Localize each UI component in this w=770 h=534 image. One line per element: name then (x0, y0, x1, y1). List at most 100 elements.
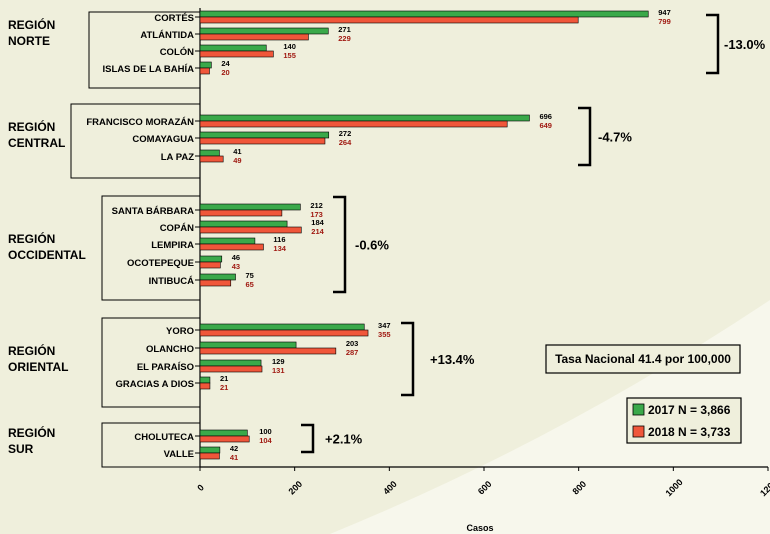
bars (199, 10, 649, 460)
bar-2017 (199, 44, 267, 52)
category-label: LA PAZ (161, 152, 194, 163)
bar-2017 (199, 114, 530, 122)
bar-2018 (199, 226, 302, 234)
category-label: INTIBUCÁ (149, 276, 195, 287)
value-label-2018: 173 (310, 210, 323, 219)
value-label-2017: 212 (310, 201, 323, 210)
rate-annotation: Tasa Nacional 41.4 por 100,000 (555, 352, 731, 366)
value-label-2018: 41 (230, 453, 238, 462)
value-label-2017: 947 (658, 8, 671, 17)
value-label-2017: 184 (311, 218, 324, 227)
category-label: GRACIAS A DIOS (116, 379, 194, 390)
value-label-2018: 799 (658, 17, 671, 26)
value-label-2018: 264 (339, 138, 352, 147)
value-label-2017: 272 (339, 129, 352, 138)
bar-2018 (199, 279, 232, 287)
category-label: SANTA BÁRBARA (112, 206, 194, 217)
bar-2017 (199, 237, 256, 245)
category-label: CORTÉS (154, 13, 194, 24)
bar-2017 (199, 323, 365, 331)
region-box (101, 422, 201, 468)
value-label-2018: 49 (233, 156, 241, 165)
category-label: COMAYAGUA (132, 134, 194, 145)
bar-2017 (199, 149, 220, 157)
bar-2018 (199, 209, 283, 217)
change-label: -0.6% (355, 238, 389, 253)
value-label-2018: 287 (346, 348, 359, 357)
bar-2017 (199, 273, 236, 281)
category-label: OLANCHO (146, 344, 194, 355)
change-bracket (706, 13, 720, 75)
change-bracket (401, 321, 415, 397)
legend-label-2018: 2018 N = 3,733 (648, 425, 731, 439)
bar-2018 (199, 137, 326, 145)
value-label-2018: 134 (273, 244, 286, 253)
category-label: COPÁN (160, 223, 194, 234)
rate-annotation-box: Tasa Nacional 41.4 por 100,000 (545, 344, 741, 374)
bar-2017 (199, 10, 649, 18)
value-label-2018: 155 (283, 51, 296, 60)
value-label-2017: 46 (232, 253, 240, 262)
category-label: COLÓN (160, 46, 194, 58)
change-label: +13.4% (430, 352, 475, 367)
bar-2018 (199, 452, 220, 460)
value-label-2017: 100 (259, 427, 272, 436)
change-bracket (333, 195, 347, 294)
change-label: +2.1% (325, 432, 363, 447)
value-label-2017: 203 (346, 339, 359, 348)
category-label: OCOTEPEQUE (127, 258, 194, 269)
bar-2017 (199, 203, 301, 211)
bar-2017 (199, 376, 211, 384)
value-label-2017: 696 (539, 112, 552, 121)
bar-2018 (199, 155, 224, 163)
bar-2018 (199, 50, 274, 58)
value-label-2018: 65 (246, 280, 254, 289)
x-axis-label: Casos (466, 523, 493, 533)
value-label-2018: 355 (378, 330, 391, 339)
bar-2018 (199, 16, 579, 24)
bar-2017 (199, 61, 212, 69)
value-label-2017: 41 (233, 147, 241, 156)
category-label: LEMPIRA (151, 240, 194, 251)
change-bracket (578, 106, 592, 167)
x-tick-label: 200 (287, 479, 305, 497)
category-label: EL PARAÍSO (137, 362, 194, 373)
value-label-2018: 104 (259, 436, 272, 445)
value-label-2017: 140 (283, 42, 296, 51)
value-label-2017: 42 (230, 444, 238, 453)
x-tick-label: 1200 (758, 477, 770, 498)
bar-2017 (199, 255, 223, 263)
value-label-2017: 21 (220, 374, 228, 383)
bar-2018 (199, 261, 221, 269)
value-label-2017: 129 (272, 357, 285, 366)
value-label-2018: 214 (311, 227, 324, 236)
bar-2018 (199, 435, 250, 443)
value-label-2018: 649 (539, 121, 552, 130)
value-label-2017: 271 (338, 25, 351, 34)
bar-2018 (199, 365, 263, 373)
bar-2018 (199, 120, 508, 128)
value-label-2018: 229 (338, 34, 351, 43)
bar-2018 (199, 67, 210, 75)
value-label-2018: 131 (272, 366, 285, 375)
legend-swatch-2018 (632, 425, 645, 438)
bar-2018 (199, 347, 337, 355)
background-swoosh (330, 300, 770, 534)
value-label-2017: 24 (221, 59, 230, 68)
bar-2018 (199, 382, 211, 390)
value-label-2018: 21 (220, 383, 228, 392)
category-label: ATLÁNTIDA (140, 30, 194, 41)
change-label: -4.7% (598, 130, 632, 145)
bar-2017 (199, 131, 330, 139)
x-tick-label: 0 (195, 482, 206, 493)
category-label: VALLE (164, 449, 194, 460)
legend-swatch-2017 (632, 403, 645, 416)
region-label: REGIÓN SUR (8, 425, 55, 456)
bar-2017 (199, 27, 329, 35)
axes (195, 8, 769, 471)
value-label-2018: 20 (221, 68, 229, 77)
bar-2017 (199, 341, 297, 349)
value-label-2017: 347 (378, 321, 391, 330)
